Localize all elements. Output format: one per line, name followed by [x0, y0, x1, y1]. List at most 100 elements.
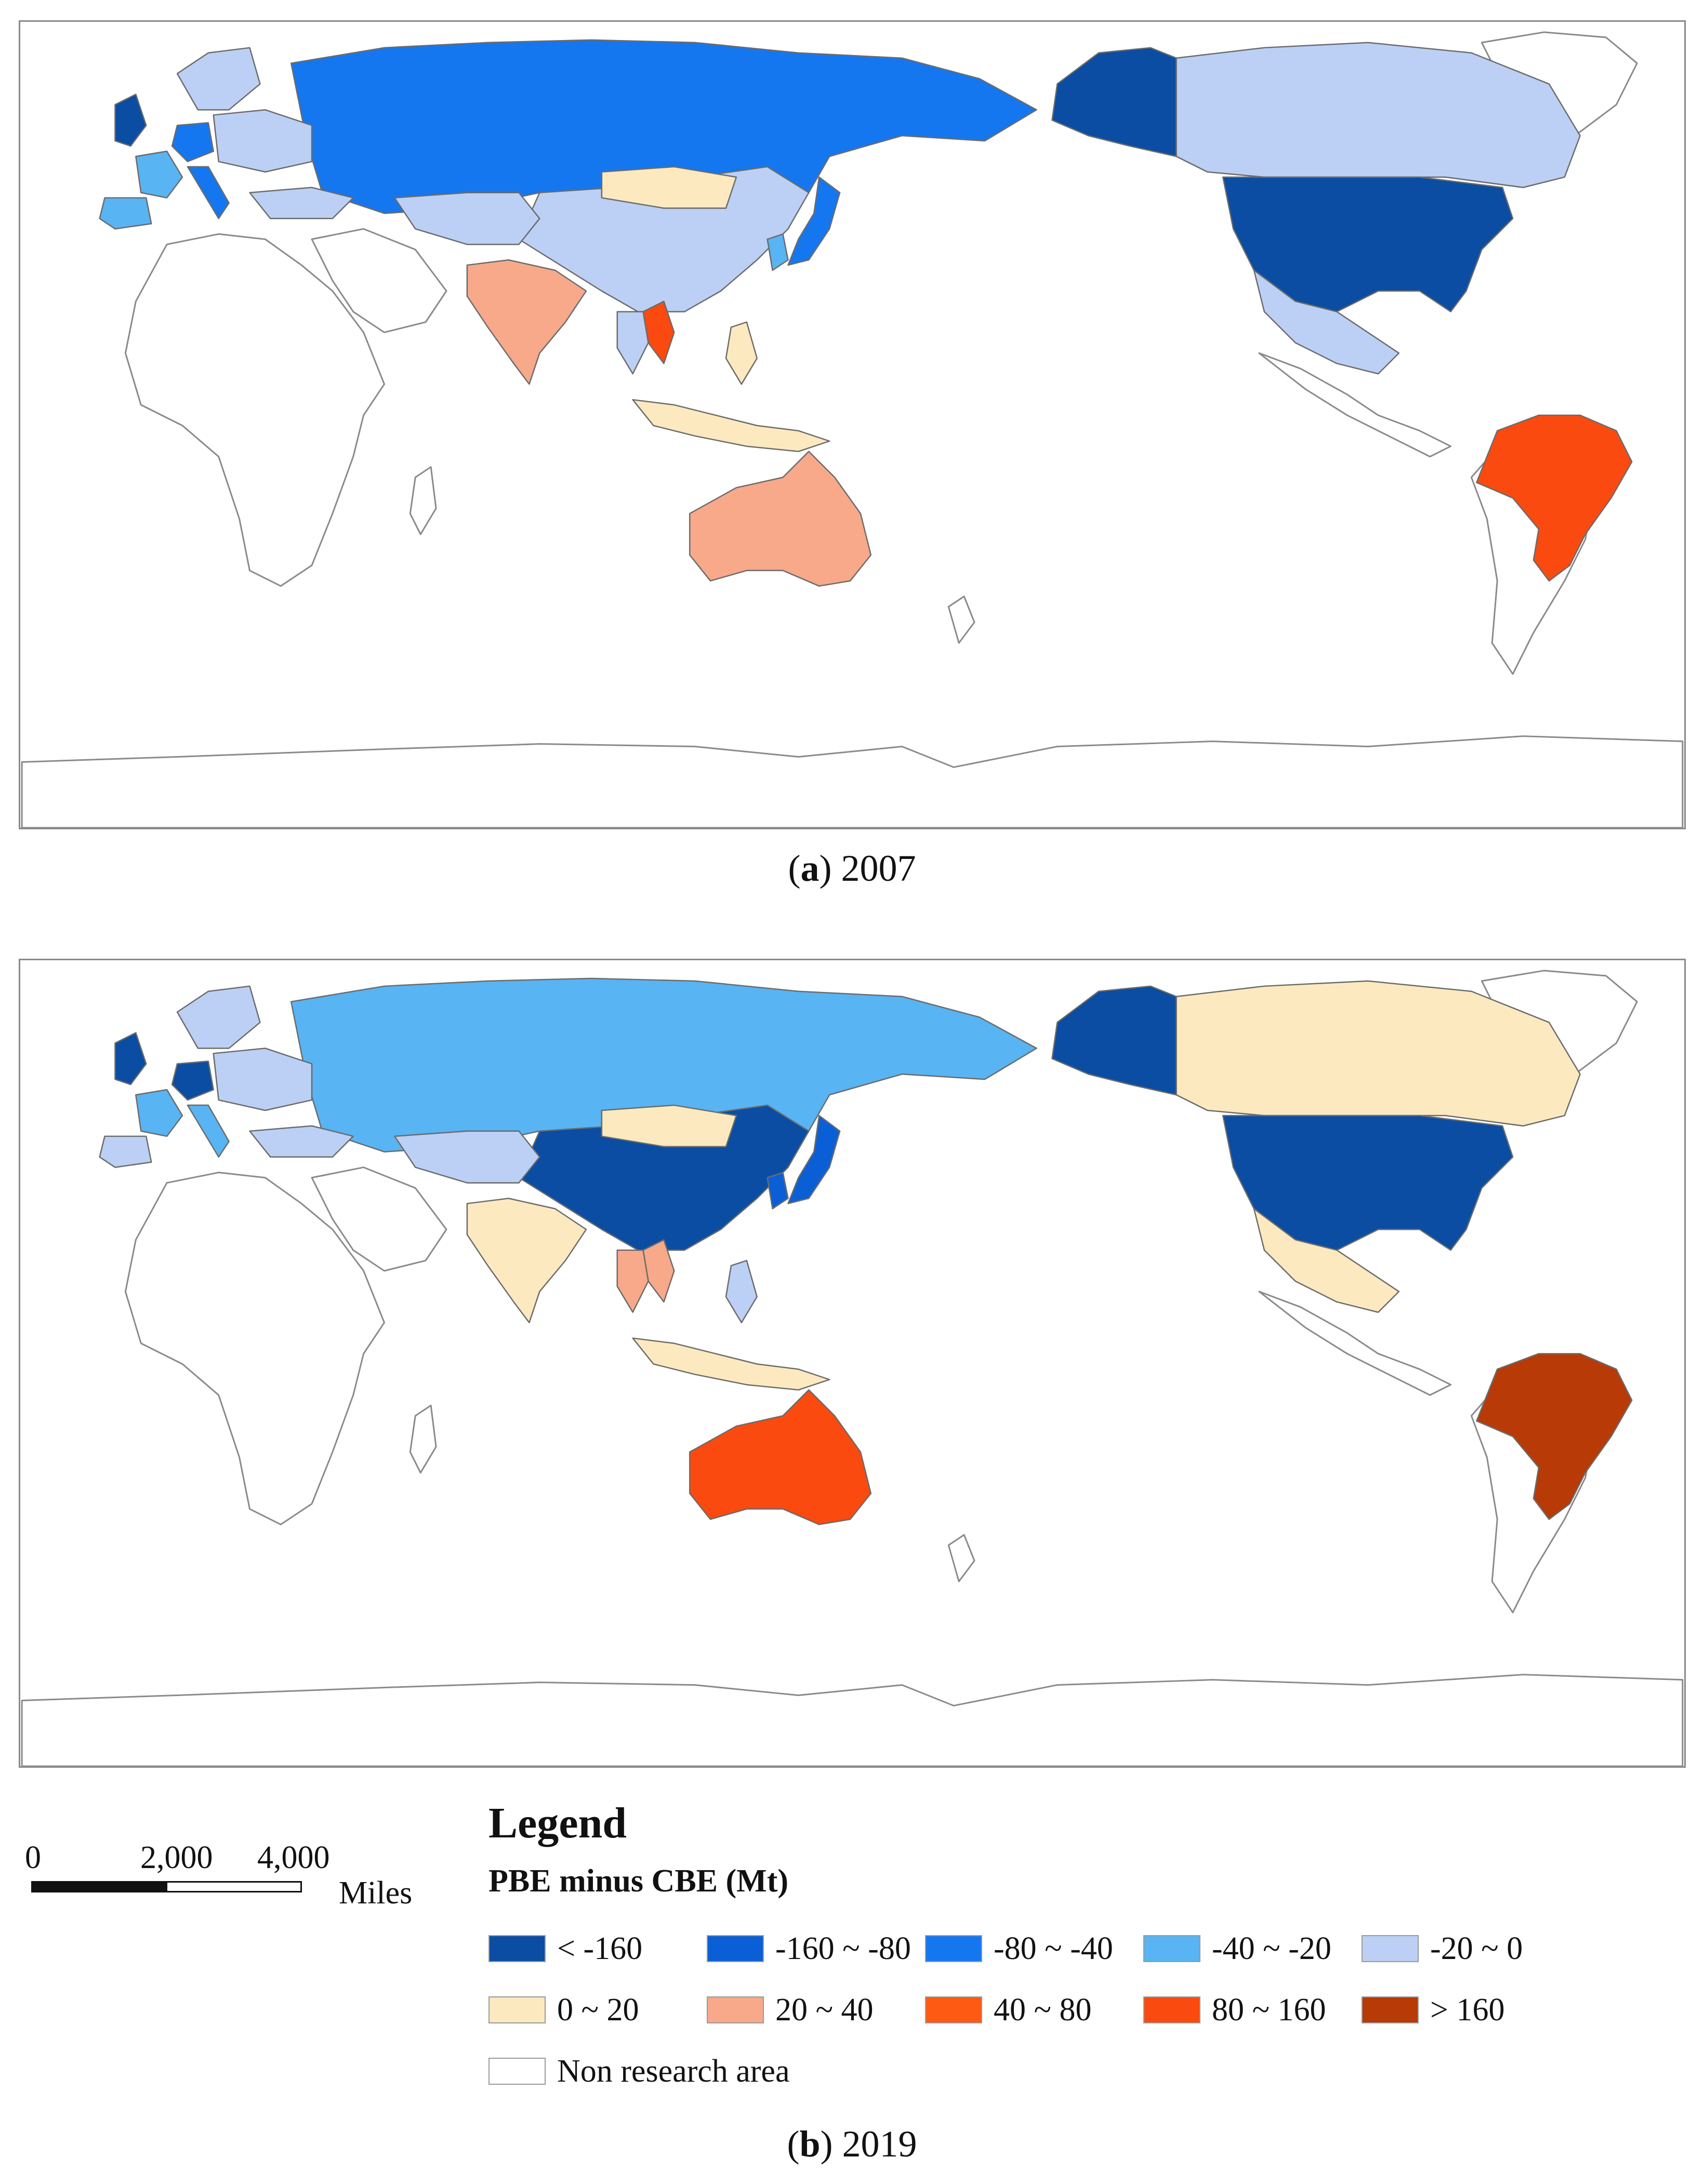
non-research-land — [311, 228, 447, 334]
country-brazil — [1476, 1353, 1633, 1520]
caption-2019: (b) 2019 — [787, 2123, 917, 2165]
country-philippines — [725, 321, 758, 385]
legend-label: Non research area — [557, 2053, 790, 2089]
legend-item: > 160 — [1362, 1992, 1505, 2028]
country-spain — [99, 1135, 152, 1168]
country-kazakhstan — [394, 1130, 540, 1184]
non-research-land — [947, 1534, 975, 1582]
country-turkey — [249, 187, 354, 219]
legend-subtitle: PBE minus CBE (Mt) — [488, 1863, 788, 1899]
legend-swatch — [488, 1935, 546, 1962]
scale-bar: 0 2,000 4,000 Miles — [21, 1839, 416, 1912]
country-italy — [187, 166, 230, 219]
country-mongolia — [601, 1104, 737, 1147]
country-spain — [99, 197, 152, 230]
country-thailand — [616, 311, 649, 375]
legend-item: 0 ~ 20 — [488, 1992, 639, 2028]
country-mexico — [1253, 1208, 1400, 1313]
non-research-land — [1258, 352, 1452, 458]
legend-label: -20 ~ 0 — [1430, 1930, 1523, 1966]
legend-item: 40 ~ 80 — [925, 1992, 1092, 2028]
legend-label: 0 ~ 20 — [557, 1992, 639, 2028]
country-philippines — [725, 1260, 758, 1323]
legend-item: -40 ~ -20 — [1143, 1930, 1331, 1966]
non-research-land — [1258, 1291, 1452, 1396]
legend-swatch — [1362, 1935, 1419, 1962]
legend-item: < -160 — [488, 1930, 643, 1966]
country-france — [135, 150, 183, 198]
legend-swatch — [1143, 1996, 1200, 2023]
non-research-land — [21, 735, 1684, 828]
country-indonesia — [632, 399, 830, 453]
country-kazakhstan — [394, 192, 540, 245]
non-research-land — [409, 466, 437, 535]
country-japan — [787, 176, 841, 266]
country-mongolia — [601, 166, 737, 209]
country-alaska — [1051, 47, 1177, 157]
non-research-land — [311, 1166, 447, 1272]
country-japan — [787, 1115, 841, 1204]
legend-label: -80 ~ -40 — [994, 1930, 1113, 1966]
country-germany — [171, 122, 215, 163]
legend-swatch — [707, 1996, 764, 2023]
country-eastern-europe — [213, 109, 313, 173]
country-brazil — [1476, 414, 1633, 582]
legend-swatch — [488, 2058, 546, 2085]
legend-label: -40 ~ -20 — [1212, 1930, 1331, 1966]
scale-segment-dark — [31, 1881, 167, 1892]
legend-item: -20 ~ 0 — [1362, 1930, 1523, 1966]
country-uk — [114, 1032, 147, 1086]
country-korea — [767, 1172, 789, 1210]
scale-tick-0: 0 — [25, 1840, 41, 1875]
scale-unit: Miles — [339, 1875, 413, 1911]
legend-swatch — [488, 1996, 546, 2023]
legend-swatch — [925, 1935, 982, 1962]
legend: Legend PBE minus CBE (Mt) < -160 -160 ~ -… — [488, 1798, 1684, 2089]
country-australia — [689, 451, 872, 587]
legend-label: > 160 — [1430, 1992, 1505, 2028]
scale-tick-4000: 4,000 — [257, 1840, 330, 1875]
country-italy — [187, 1104, 230, 1158]
legend-item: 20 ~ 40 — [707, 1992, 874, 2028]
non-research-land — [409, 1405, 437, 1474]
caption-2007: (a) 2007 — [788, 848, 916, 889]
country-australia — [689, 1389, 872, 1526]
country-india — [466, 1197, 587, 1323]
legend-label: < -160 — [557, 1930, 643, 1966]
legend-item: -160 ~ -80 — [707, 1930, 911, 1966]
country-thailand — [616, 1249, 649, 1313]
country-alaska — [1051, 985, 1177, 1096]
non-research-land — [21, 1674, 1684, 1766]
legend-title: Legend — [488, 1799, 627, 1847]
non-research-land — [947, 595, 975, 644]
world-map-2007 — [21, 31, 1684, 828]
legend-item: Non research area — [488, 2053, 790, 2089]
world-map-2019 — [21, 970, 1684, 1766]
country-india — [466, 259, 587, 385]
legend-swatch — [925, 1996, 982, 2023]
map-panel-2019 — [19, 959, 1686, 1768]
scale-tick-2000: 2,000 — [140, 1840, 213, 1875]
country-canada — [1175, 980, 1581, 1127]
legend-item: -80 ~ -40 — [925, 1930, 1113, 1966]
country-eastern-europe — [213, 1048, 313, 1111]
country-scandinavia — [176, 47, 261, 111]
country-korea — [767, 233, 789, 271]
scale-segment-light — [166, 1881, 302, 1892]
non-research-land — [124, 233, 385, 587]
country-scandinavia — [176, 985, 261, 1049]
country-germany — [171, 1061, 215, 1101]
legend-label: 40 ~ 80 — [994, 1992, 1092, 2028]
country-turkey — [249, 1125, 354, 1158]
country-france — [135, 1089, 183, 1137]
legend-label: 20 ~ 40 — [775, 1992, 874, 2028]
country-mexico — [1253, 269, 1400, 375]
legend-swatch — [1143, 1935, 1200, 1962]
legend-item: 80 ~ 160 — [1143, 1992, 1326, 2028]
country-canada — [1175, 42, 1581, 189]
legend-swatch — [1362, 1996, 1419, 2023]
legend-label: -160 ~ -80 — [775, 1930, 911, 1966]
country-indonesia — [632, 1337, 830, 1391]
country-uk — [114, 94, 147, 147]
map-panel-2007 — [19, 20, 1686, 829]
